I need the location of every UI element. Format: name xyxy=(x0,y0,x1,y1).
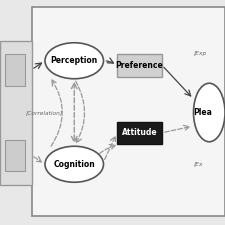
Text: [Exp: [Exp xyxy=(194,52,207,56)
Text: Cognition: Cognition xyxy=(53,160,95,169)
Text: [Ex: [Ex xyxy=(194,162,203,167)
FancyBboxPatch shape xyxy=(117,54,162,76)
FancyBboxPatch shape xyxy=(32,7,225,216)
Text: Attitude: Attitude xyxy=(122,128,157,137)
Ellipse shape xyxy=(45,43,104,79)
FancyBboxPatch shape xyxy=(117,122,162,144)
FancyBboxPatch shape xyxy=(0,40,32,184)
Text: Perception: Perception xyxy=(51,56,98,65)
Text: Preference: Preference xyxy=(116,61,163,70)
Ellipse shape xyxy=(45,146,104,182)
FancyBboxPatch shape xyxy=(4,140,25,171)
Text: [Correlation]: [Correlation] xyxy=(25,110,63,115)
Ellipse shape xyxy=(194,83,225,142)
Text: Plea: Plea xyxy=(193,108,212,117)
FancyBboxPatch shape xyxy=(4,54,25,86)
